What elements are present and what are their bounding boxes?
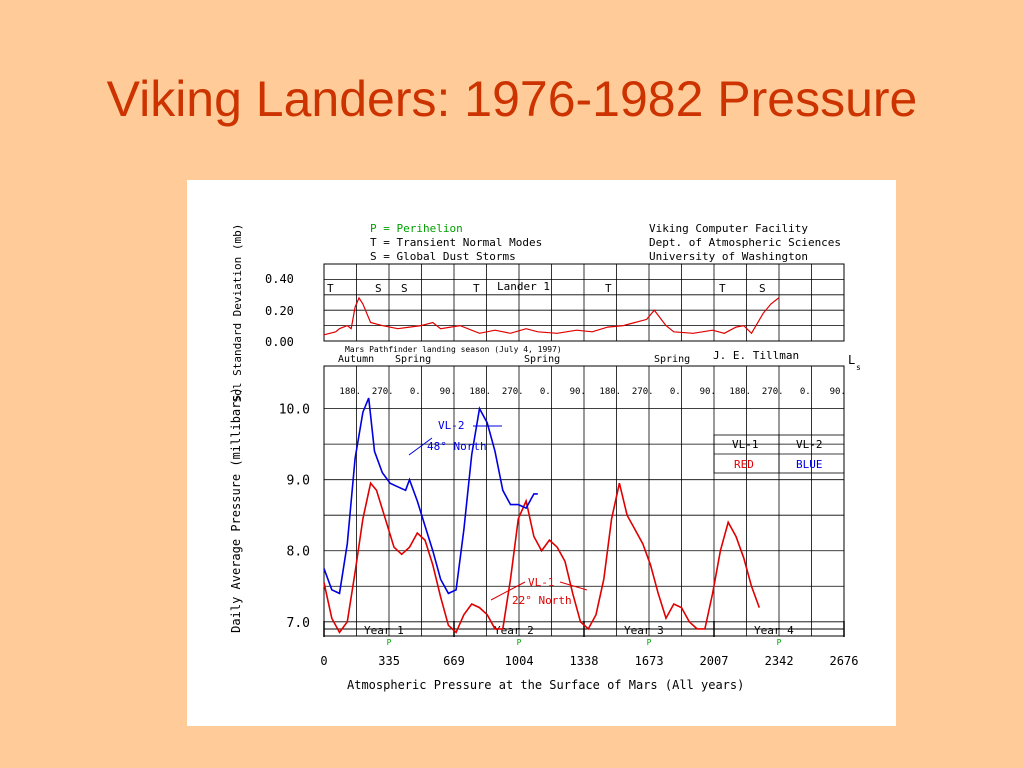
- year-label: Year 2: [494, 624, 534, 637]
- ls-tick: 90.: [700, 387, 716, 397]
- main-panel: 10.0 9.0 8.0 7.0 180. 270. 0. 90. 180. 270. 0. 90. 1…: [279, 365, 859, 668]
- top-event-marker: S: [375, 282, 382, 295]
- main-xtick: 2342: [765, 654, 794, 668]
- ls-tick: 180.: [469, 387, 491, 397]
- vl1-pointer: [559, 581, 588, 591]
- ls-tick: 0.: [540, 387, 551, 397]
- year-label: Year 1: [364, 624, 404, 637]
- legend-dust-storms: S = Global Dust Storms: [370, 250, 516, 263]
- ls-tick: 0.: [670, 387, 681, 397]
- author-credit: J. E. Tillman: [713, 349, 799, 362]
- legend-transient: T = Transient Normal Modes: [370, 236, 542, 249]
- main-xtick: 0: [320, 654, 327, 668]
- pathfinder-note: Mars Pathfinder landing season (July 4, …: [345, 345, 562, 354]
- series-vl-2: [323, 397, 538, 595]
- top-event-marker: S: [759, 282, 766, 295]
- ls-tick: 270.: [762, 387, 784, 397]
- year-label: Year 4: [754, 624, 794, 637]
- ls-tick: 270.: [372, 387, 394, 397]
- vl2-annotation-lat: 48° North: [427, 440, 487, 453]
- top-panel-title: Lander 1: [497, 280, 550, 293]
- main-ytick: 9.0: [287, 474, 310, 489]
- ls-tick: 180.: [599, 387, 621, 397]
- ls-tick: 0.: [800, 387, 811, 397]
- ls-label-sub: s: [856, 363, 861, 372]
- slide-title: Viking Landers: 1976-1982 Pressure: [106, 71, 918, 127]
- main-ytick: 8.0: [287, 545, 310, 560]
- main-ylabel-text: Daily Average Pressure (millibars): [229, 387, 243, 633]
- season-spring-3: Spring: [654, 354, 690, 365]
- year-label: Year 3: [624, 624, 664, 637]
- top-event-marker: S: [401, 282, 408, 295]
- vl2-pointer: [408, 437, 433, 456]
- top-ytick: 0.00: [265, 335, 294, 349]
- series-vl-1: [323, 481, 761, 634]
- main-xtick: 335: [378, 654, 400, 668]
- ls-tick: 90.: [440, 387, 456, 397]
- main-xtick: 669: [443, 654, 465, 668]
- main-xlabel: Atmospheric Pressure at the Surface of M…: [347, 678, 744, 692]
- vl1-annotation-name: VL-1: [528, 576, 555, 589]
- credit-facility: Viking Computer Facility: [649, 222, 808, 235]
- credit-university: University of Washington: [649, 250, 808, 263]
- main-xtick: 1338: [570, 654, 599, 668]
- top-event-marker: T: [719, 282, 726, 295]
- vl1-annotation-lat: 22° North: [512, 594, 572, 607]
- ls-tick: 180.: [339, 387, 361, 397]
- vl1-pointer: [490, 581, 526, 601]
- main-xtick: 2676: [830, 654, 859, 668]
- legend-perihelion: P = Perihelion: [370, 222, 463, 235]
- ls-tick: 90.: [830, 387, 846, 397]
- legend-vl2-header: VL-2: [796, 438, 823, 451]
- legend-vl2-color: BLUE: [796, 458, 823, 471]
- ls-tick: 270.: [632, 387, 654, 397]
- season-autumn: Autumn: [338, 354, 374, 365]
- top-ylabel: Sol Standard Deviation (mb): [231, 224, 244, 403]
- main-xtick: 1673: [635, 654, 664, 668]
- ls-tick: 180.: [729, 387, 751, 397]
- ls-label: L: [848, 353, 855, 367]
- main-ylabel: Daily Average Pressure (millibars): [229, 387, 243, 633]
- main-ytick: 7.0: [287, 616, 310, 631]
- main-xtick: 2007: [700, 654, 729, 668]
- perihelion-marker: P: [517, 638, 522, 647]
- perihelion-marker: P: [647, 638, 652, 647]
- ls-tick: 90.: [570, 387, 586, 397]
- legend-vl1-color: RED: [734, 458, 754, 471]
- season-spring-2: Spring: [524, 354, 560, 365]
- chart-panel: P = Perihelion T = Transient Normal Mode…: [187, 180, 896, 726]
- top-event-marker: T: [605, 282, 612, 295]
- credit-department: Dept. of Atmospheric Sciences: [649, 236, 841, 249]
- season-spring-1: Spring: [395, 354, 431, 365]
- legend-vl1-header: VL-1: [732, 438, 759, 451]
- mars-pressure-chart: P = Perihelion T = Transient Normal Mode…: [229, 222, 861, 692]
- main-ytick: 10.0: [279, 403, 310, 418]
- main-xtick: 1004: [505, 654, 534, 668]
- top-ylabel-text: Sol Standard Deviation (mb): [231, 224, 244, 403]
- top-event-marker: T: [473, 282, 480, 295]
- top-event-marker: T: [327, 282, 334, 295]
- top-ytick: 0.20: [265, 304, 294, 318]
- perihelion-marker: P: [387, 638, 392, 647]
- top-ytick: 0.40: [265, 272, 294, 286]
- ls-tick: 270.: [502, 387, 524, 397]
- ls-tick: 0.: [410, 387, 421, 397]
- vl2-annotation-name: VL-2: [438, 419, 465, 432]
- top-series-vl-1: [323, 296, 780, 336]
- perihelion-marker: P: [777, 638, 782, 647]
